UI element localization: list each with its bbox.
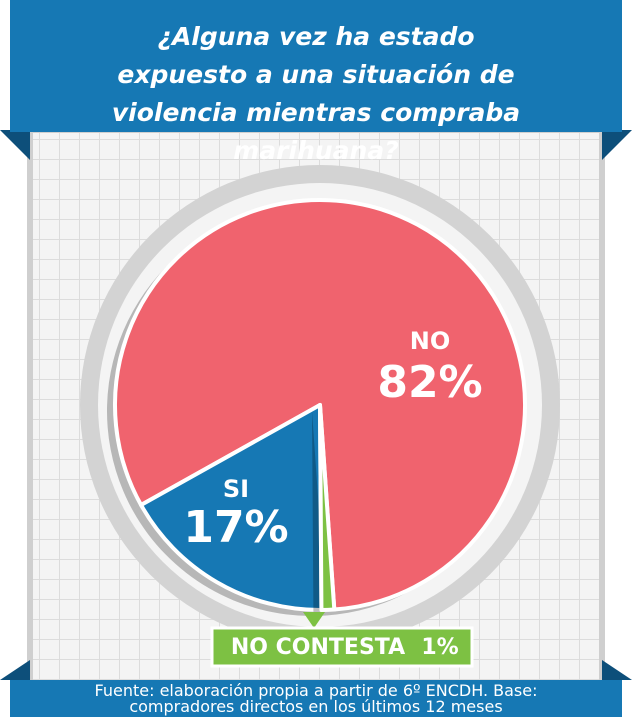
- slice-value-label: 82%: [377, 357, 482, 408]
- fold: [602, 660, 632, 680]
- callout-pointer: [303, 612, 325, 628]
- fold: [0, 130, 30, 160]
- fold: [602, 130, 632, 160]
- chart-title: ¿Alguna vez ha estado expuesto a una sit…: [10, 0, 622, 165]
- slice-value-label: 1%: [421, 635, 458, 660]
- pie-slice: [318, 403, 337, 612]
- fold: [0, 660, 30, 680]
- slice-label: NO: [410, 327, 451, 355]
- slice-label: SI: [223, 475, 249, 503]
- slice-value-label: 17%: [183, 502, 288, 553]
- source-note: Fuente: elaboración propia a partir de 6…: [10, 680, 622, 717]
- pie-slice: [139, 403, 324, 612]
- callout-box: [210, 626, 474, 668]
- slice-label: NO CONTESTA: [231, 635, 405, 660]
